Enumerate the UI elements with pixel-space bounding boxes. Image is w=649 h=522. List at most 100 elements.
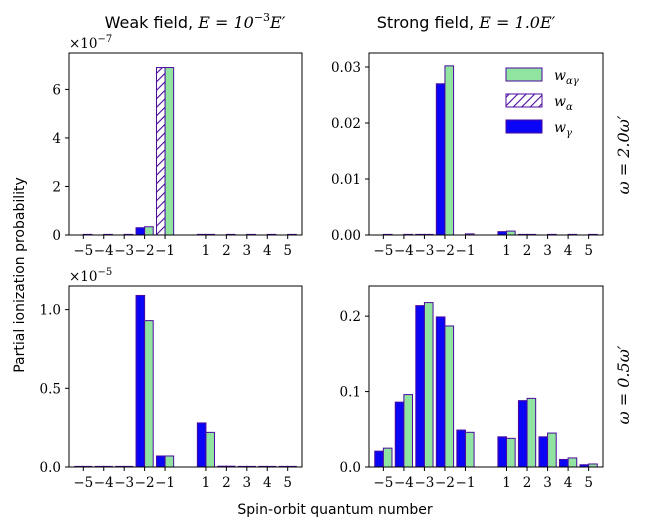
bar-bottom-right-blue-2: [517, 400, 528, 468]
legend-label-hatched: wα: [554, 94, 573, 113]
xtick-label-bottom-left-3: 3: [243, 475, 252, 491]
legend-swatch-hatched: [505, 93, 543, 108]
xtick-label-top-right-5: 5: [584, 243, 593, 259]
bar-bottom-right-blue--4: [394, 401, 405, 468]
bar-bottom-right-green-2: [526, 397, 537, 468]
xtick-label-top-right--3: −3: [414, 243, 434, 259]
bar-bottom-right-green-3: [547, 432, 557, 468]
axes-frame-bottom-right: [368, 285, 604, 468]
xtick-label-bottom-right-2: 2: [523, 475, 532, 491]
bar-bottom-left-green-1: [205, 431, 216, 468]
bar-bottom-right-green--3: [423, 302, 434, 468]
bar-bottom-right-blue--1: [456, 429, 466, 468]
bar-bottom-left-blue--1: [155, 455, 166, 468]
panel-bottom-left: −5 −4 −3 −2 −1 1 2 3 4 5 0.0 0.5 1.0 ×10−5: [40, 267, 303, 491]
ytick-label-top-right-1: 0.01: [331, 172, 361, 188]
bar-bottom-right-green--2: [444, 325, 455, 468]
bar-bottom-right-green--1: [464, 431, 475, 468]
xtick-label-bottom-right-1: 1: [502, 475, 511, 491]
bar-bottom-right-green-1: [506, 437, 516, 468]
legend-label-blue: wγ: [554, 120, 572, 139]
legend: wαγ wα wγ: [505, 67, 579, 139]
panel-top-right: −5 −4 −3 −2 −1 1 2 3 4 5 0.00 0.01 0.02 0.03: [331, 52, 604, 259]
ytick-label-bottom-left-2: 1.0: [40, 303, 61, 319]
bar-bottom-right-blue--5: [374, 450, 384, 468]
xtick-label-bottom-left-2: 2: [222, 475, 231, 491]
xtick-label-bottom-right-3: 3: [543, 475, 552, 491]
xtick-label-top-left-5: 5: [283, 243, 292, 259]
ytick-label-top-right-0: 0.00: [331, 228, 361, 244]
bar-bottom-right-green-4: [567, 457, 578, 468]
legend-swatch-green: [505, 67, 543, 82]
col-title-weak: Weak field, E = 10−3E′: [105, 11, 286, 32]
ytick-label-top-left-0: 0: [52, 228, 61, 244]
bar-bottom-right-blue-3: [538, 436, 549, 468]
axes-frame-top-left: [68, 52, 303, 236]
legend-label-green: wαγ: [554, 68, 579, 87]
x-axis-label: Spin-orbit quantum number: [237, 502, 432, 518]
xtick-label-bottom-left--4: −4: [94, 475, 114, 491]
bar-bottom-right-blue-4: [558, 458, 569, 468]
xtick-label-top-right--1: −1: [456, 243, 476, 259]
offset-label-bottom-left: ×10−5: [69, 267, 112, 285]
y-axis-label: Partial ionization probability: [12, 177, 28, 373]
bar-top-right-blue-1: [497, 231, 508, 236]
bar-bottom-left-green--2: [144, 320, 154, 468]
axes-frame-bottom-left: [68, 285, 303, 468]
offset-label-top-left: ×10−7: [69, 34, 112, 52]
ytick-label-top-left-2: 4: [52, 131, 61, 147]
bar-top-right-green-1: [506, 230, 516, 236]
ytick-label-top-right-3: 0.03: [331, 60, 361, 76]
xtick-label-top-right--4: −4: [394, 243, 414, 259]
xtick-label-bottom-right--1: −1: [456, 475, 476, 491]
ytick-label-top-right-2: 0.02: [331, 116, 361, 132]
bar-top-right-blue--2: [435, 83, 446, 236]
xtick-label-top-right-3: 3: [543, 243, 552, 259]
xtick-label-top-right-2: 2: [523, 243, 532, 259]
xtick-label-top-right--2: −2: [435, 243, 455, 259]
xtick-label-top-right-1: 1: [502, 243, 511, 259]
xtick-label-bottom-right--2: −2: [435, 475, 455, 491]
bar-bottom-left-blue-1: [196, 422, 207, 468]
xtick-label-top-left--5: −5: [73, 243, 93, 259]
bar-bottom-right-green--4: [403, 394, 414, 468]
bar-bottom-right-blue--3: [415, 305, 425, 468]
xtick-label-top-left-3: 3: [243, 243, 252, 259]
legend-swatch-blue: [505, 119, 543, 134]
xtick-label-bottom-left--5: −5: [73, 475, 93, 491]
xtick-label-bottom-left-1: 1: [202, 475, 211, 491]
ytick-label-bottom-right-0: 0.0: [340, 460, 361, 476]
bar-bottom-right-green--5: [382, 447, 393, 468]
xtick-label-top-left--3: −3: [114, 243, 134, 259]
xtick-label-top-left-1: 1: [202, 243, 211, 259]
xtick-label-top-left-4: 4: [263, 243, 272, 259]
ytick-label-bottom-right-2: 0.2: [340, 309, 361, 325]
xtick-label-top-left--2: −2: [135, 243, 155, 259]
row-label-bottom: ω = 0.5ω′: [614, 345, 633, 424]
bar-top-left-hatched--1: [155, 67, 166, 236]
ytick-label-top-left-1: 2: [52, 179, 61, 195]
bar-top-right-green--2: [444, 65, 455, 236]
ytick-label-bottom-left-0: 0.0: [40, 460, 61, 476]
bar-top-left-green--2: [144, 226, 154, 236]
row-label-top: ω = 2.0ω′: [614, 115, 633, 194]
xtick-label-bottom-right-4: 4: [564, 475, 573, 491]
xtick-label-top-left--1: −1: [155, 243, 175, 259]
xtick-label-bottom-left--3: −3: [114, 475, 134, 491]
xtick-label-top-right-4: 4: [564, 243, 573, 259]
ytick-label-bottom-left-1: 0.5: [40, 381, 61, 397]
bar-bottom-left-green--1: [164, 455, 175, 468]
panel-bottom-right: −5 −4 −3 −2 −1 1 2 3 4 5 0.0 0.1 0.2: [340, 285, 604, 491]
xtick-label-top-left--4: −4: [94, 243, 114, 259]
bar-top-left-blue--2: [135, 227, 146, 236]
axes-frame-top-right: [368, 52, 604, 236]
ytick-label-bottom-right-1: 0.1: [340, 385, 361, 401]
bar-bottom-right-blue-1: [497, 436, 508, 468]
xtick-label-bottom-left--1: −1: [155, 475, 175, 491]
xtick-label-bottom-right--5: −5: [373, 475, 393, 491]
bar-top-left-green--1: [164, 67, 175, 236]
xtick-label-bottom-left--2: −2: [135, 475, 155, 491]
xtick-label-bottom-left-5: 5: [283, 475, 292, 491]
xtick-label-bottom-right--3: −3: [414, 475, 434, 491]
